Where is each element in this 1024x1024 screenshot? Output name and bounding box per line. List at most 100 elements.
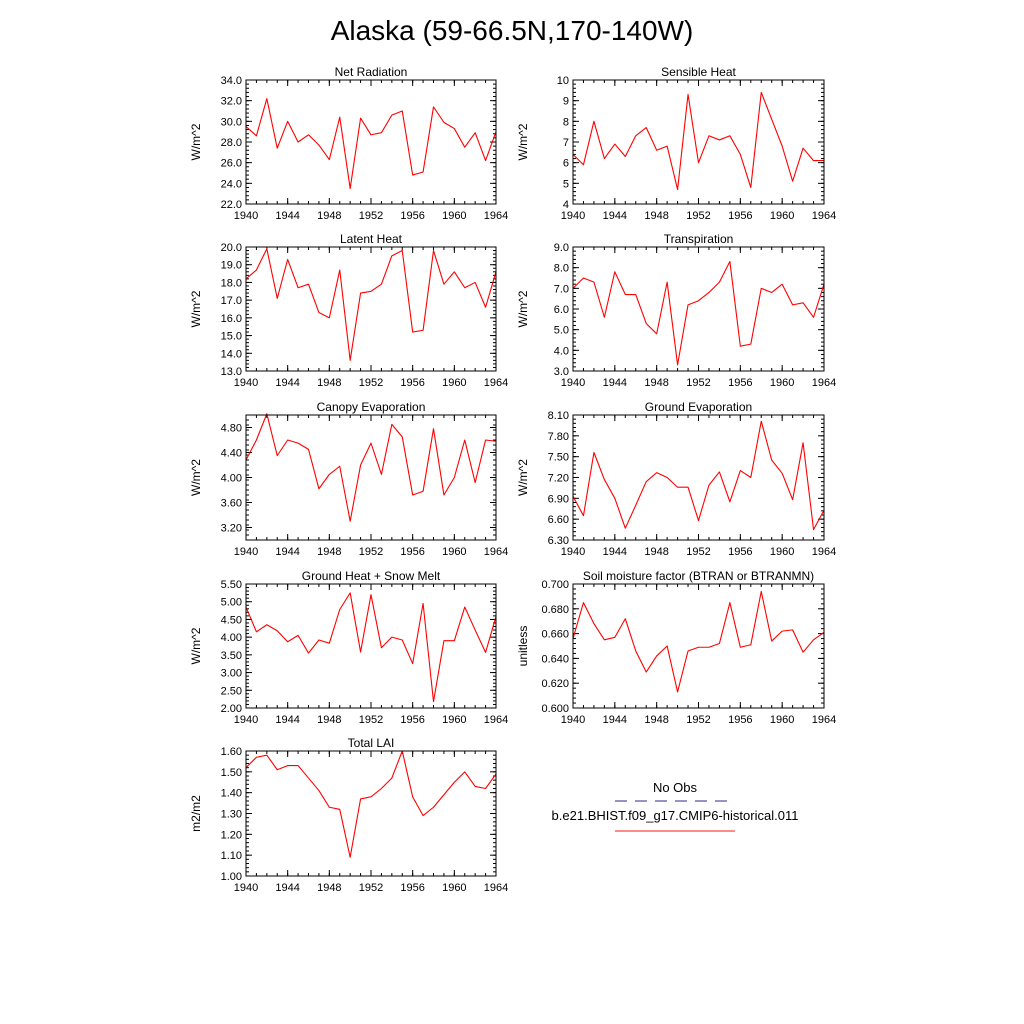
legend-entry-model-label: b.e21.BHIST.f09_g17.CMIP6-historical.011 — [552, 808, 799, 823]
panel-ground-heat-snow-melt-xtick-label: 1944 — [275, 714, 299, 726]
panel-transpiration-ytick-label: 9.0 — [554, 242, 569, 254]
panel-soil-moisture-factor-btran-or-btranmn-xtick-label: 1960 — [770, 714, 794, 726]
panel-ground-heat-snow-melt-ytick-label: 2.00 — [221, 703, 242, 715]
panel-soil-moisture-factor-btran-or-btranmn-ytick-label: 0.620 — [541, 678, 569, 690]
panel-ground-evaporation-xtick-label: 1944 — [603, 546, 627, 558]
panel-ground-heat-snow-melt-series-line — [245, 592, 497, 703]
panel-net-radiation-xtick-label: 1952 — [359, 210, 383, 222]
panel-net-radiation-ytick-label: 24.0 — [221, 178, 242, 190]
figure-title: Alaska (59-66.5N,170-140W) — [331, 15, 694, 46]
panel-total-lai-xtick-label: 1940 — [234, 882, 258, 894]
panel-total-lai-frame — [245, 750, 497, 877]
panel-transpiration-ytick-label: 5.0 — [554, 325, 569, 337]
panel-soil-moisture-factor-btran-or-btranmn-ytick-label: 0.660 — [541, 629, 569, 641]
panel-transpiration-xtick-label: 1960 — [770, 377, 794, 389]
panel-canopy-evaporation-xtick-label: 1940 — [234, 546, 258, 558]
panel-transpiration-xtick-label: 1956 — [728, 377, 752, 389]
panel-transpiration: Transpiration W/m^2 3.0 4.0 5.0 6.0 7.0 8.0 9.0 1… — [516, 232, 836, 389]
panel-soil-moisture-factor-btran-or-btranmn-ytick-label: 0.640 — [541, 653, 569, 665]
panel-canopy-evaporation-frame — [245, 414, 497, 541]
panel-total-lai-ytick-label: 1.50 — [221, 767, 242, 779]
panel-total-lai-ytick-label: 1.40 — [221, 788, 242, 800]
panel-net-radiation-ytick-label: 30.0 — [221, 116, 242, 128]
panel-soil-moisture-factor-btran-or-btranmn-xtick-label: 1940 — [561, 714, 585, 726]
panel-latent-heat-ylabel: W/m^2 — [189, 290, 203, 327]
panel-sensible-heat-xtick-label: 1948 — [644, 210, 668, 222]
panel-transpiration-series-line — [572, 260, 825, 366]
panel-soil-moisture-factor-btran-or-btranmn-ytick-label: 0.600 — [541, 703, 569, 715]
panel-ground-evaporation: Ground Evaporation W/m^2 6.30 6.60 6.90 7.20 7… — [516, 400, 836, 558]
panel-net-radiation-ytick-label: 34.0 — [221, 75, 242, 87]
panel-latent-heat-series-line — [245, 248, 497, 361]
panel-soil-moisture-factor-btran-or-btranmn-frame — [572, 583, 825, 709]
panel-ground-heat-snow-melt-ytick-label: 3.50 — [221, 650, 242, 662]
panel-latent-heat-ytick-label: 17.0 — [221, 295, 242, 307]
panel-ground-heat-snow-melt-ylabel: W/m^2 — [189, 627, 203, 664]
panel-total-lai-xtick-label: 1948 — [317, 882, 341, 894]
panel-latent-heat: Latent Heat W/m^2 13.0 14.0 15.0 16.0 17.0 18.0… — [189, 232, 508, 389]
panel-sensible-heat-ytick-label: 4 — [563, 199, 569, 211]
panel-transpiration-xtick-label: 1964 — [812, 377, 836, 389]
panel-canopy-evaporation-ytick-label: 4.40 — [221, 448, 242, 460]
panel-soil-moisture-factor-btran-or-btranmn-xtick-label: 1964 — [812, 714, 836, 726]
panel-latent-heat-xtick-label: 1956 — [400, 377, 424, 389]
panel-total-lai-xtick-label: 1944 — [275, 882, 299, 894]
panel-total-lai-xtick-label: 1960 — [442, 882, 466, 894]
panel-latent-heat-ytick-label: 19.0 — [221, 260, 242, 272]
panel-latent-heat-title: Latent Heat — [340, 232, 403, 246]
panel-ground-heat-snow-melt-ytick-label: 5.00 — [221, 597, 242, 609]
panel-net-radiation-xtick-label: 1948 — [317, 210, 341, 222]
panel-total-lai-series-line — [245, 750, 497, 858]
panel-latent-heat-xtick-label: 1948 — [317, 377, 341, 389]
panel-canopy-evaporation-title: Canopy Evaporation — [317, 400, 426, 414]
panel-grid: Net Radiation W/m^2 22.0 24.0 26.0 28.0 30.0 32… — [189, 65, 836, 894]
panel-ground-evaporation-ytick-label: 8.10 — [548, 410, 569, 422]
panel-ground-evaporation-ylabel: W/m^2 — [516, 459, 530, 496]
panel-soil-moisture-factor-btran-or-btranmn-xtick-label: 1956 — [728, 714, 752, 726]
panel-ground-heat-snow-melt-ytick-label: 4.00 — [221, 632, 242, 644]
panel-sensible-heat-title: Sensible Heat — [661, 65, 736, 79]
panel-ground-evaporation-ytick-label: 6.60 — [548, 514, 569, 526]
panel-transpiration-frame — [572, 246, 825, 372]
panel-soil-moisture-factor-btran-or-btranmn-ytick-label: 0.680 — [541, 604, 569, 616]
panel-latent-heat-ytick-label: 18.0 — [221, 277, 242, 289]
panel-canopy-evaporation-ytick-label: 4.00 — [221, 473, 242, 485]
panel-ground-evaporation-frame — [572, 414, 825, 541]
panel-ground-evaporation-title: Ground Evaporation — [645, 400, 752, 414]
panel-soil-moisture-factor-btran-or-btranmn: Soil moisture factor (BTRAN or BTRANMN) u… — [516, 569, 836, 726]
panel-transpiration-xtick-label: 1940 — [561, 377, 585, 389]
panel-total-lai-ytick-label: 1.10 — [221, 850, 242, 862]
panel-net-radiation-ylabel: W/m^2 — [189, 123, 203, 160]
panel-ground-heat-snow-melt-xtick-label: 1952 — [359, 714, 383, 726]
panel-latent-heat-ytick-label: 16.0 — [221, 313, 242, 325]
panel-soil-moisture-factor-btran-or-btranmn-xtick-label: 1952 — [686, 714, 710, 726]
panel-ground-evaporation-ytick-label: 7.20 — [548, 473, 569, 485]
panel-sensible-heat-xtick-label: 1964 — [812, 210, 836, 222]
panel-total-lai-ytick-label: 1.20 — [221, 829, 242, 841]
panel-latent-heat-ytick-label: 14.0 — [221, 348, 242, 360]
panel-net-radiation-xtick-label: 1964 — [484, 210, 508, 222]
panel-ground-evaporation-xtick-label: 1964 — [812, 546, 836, 558]
panel-transpiration-xtick-label: 1948 — [644, 377, 668, 389]
panel-ground-evaporation-xtick-label: 1956 — [728, 546, 752, 558]
panel-canopy-evaporation-ytick-label: 4.80 — [221, 423, 242, 435]
panel-canopy-evaporation-ytick-label: 3.20 — [221, 523, 242, 535]
panel-sensible-heat-xtick-label: 1952 — [686, 210, 710, 222]
panel-ground-heat-snow-melt-title: Ground Heat + Snow Melt — [302, 569, 441, 583]
panel-ground-heat-snow-melt-ytick-label: 2.50 — [221, 685, 242, 697]
panel-ground-heat-snow-melt-ytick-label: 3.00 — [221, 668, 242, 680]
panel-soil-moisture-factor-btran-or-btranmn-xtick-label: 1948 — [644, 714, 668, 726]
panel-ground-evaporation-xtick-label: 1960 — [770, 546, 794, 558]
panel-sensible-heat-ytick-label: 6 — [563, 158, 569, 170]
panel-sensible-heat-frame — [572, 79, 825, 205]
panel-latent-heat-ytick-label: 20.0 — [221, 242, 242, 254]
panel-transpiration-title: Transpiration — [664, 232, 734, 246]
panel-net-radiation-title: Net Radiation — [335, 65, 408, 79]
panel-transpiration-ytick-label: 4.0 — [554, 345, 569, 357]
panel-net-radiation-xtick-label: 1956 — [400, 210, 424, 222]
panel-canopy-evaporation-xtick-label: 1956 — [400, 546, 424, 558]
panel-transpiration-ytick-label: 6.0 — [554, 304, 569, 316]
panel-total-lai-xtick-label: 1956 — [400, 882, 424, 894]
panel-canopy-evaporation-xtick-label: 1952 — [359, 546, 383, 558]
